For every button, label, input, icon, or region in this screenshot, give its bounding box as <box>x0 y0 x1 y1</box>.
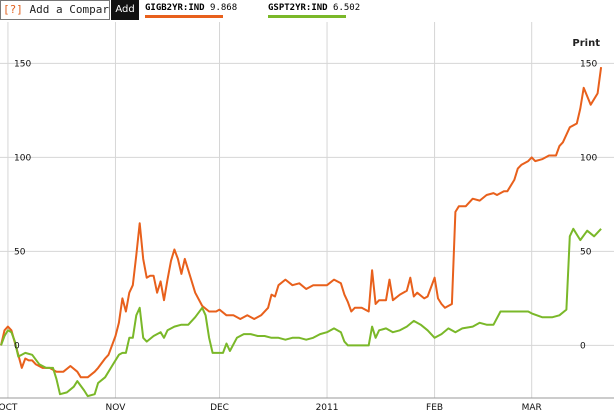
legend-value: 6.502 <box>333 3 361 13</box>
print-link[interactable]: Print <box>572 38 600 49</box>
compare-placeholder: Add a Comparis <box>29 3 110 16</box>
toolbar: [?] Add a Comparis Add GIGB2YR:IND 9.868… <box>0 0 614 22</box>
x-tick-label: NOV <box>106 403 127 413</box>
legend-item-gigb2yr[interactable]: GIGB2YR:IND 9.868 <box>145 3 255 21</box>
y-tick-label-right: 50 <box>580 247 592 257</box>
y-tick-label-left: 50 <box>14 247 26 257</box>
legend-swatch <box>268 15 346 18</box>
legend-swatch <box>145 15 223 18</box>
help-icon[interactable]: [?] <box>3 3 23 16</box>
x-tick-label: 2011 <box>316 403 339 413</box>
y-tick-label-right: 150 <box>580 59 597 69</box>
y-tick-label-left: 0 <box>14 341 20 351</box>
legend-item-gspt2yr[interactable]: GSPT2YR:IND 6.502 <box>268 3 378 21</box>
x-tick-label: OCT <box>0 403 18 413</box>
add-comparison-input[interactable]: [?] Add a Comparis <box>0 0 110 20</box>
y-tick-label-right: 100 <box>580 153 597 163</box>
x-tick-label: MAR <box>522 403 542 413</box>
series-line <box>0 66 603 379</box>
line-chart: 0 0 50 50 100 100 150 150 OCT NOV DEC 2011 FEB MAR <box>0 22 614 413</box>
legend-ticker: GIGB2YR:IND <box>145 3 205 13</box>
y-tick-label-right: 0 <box>580 341 586 351</box>
x-tick-label: DEC <box>210 403 229 413</box>
y-tick-label-left: 100 <box>14 153 31 163</box>
legend-ticker: GSPT2YR:IND <box>268 3 328 13</box>
legend-value: 9.868 <box>210 3 238 13</box>
x-tick-label: FEB <box>426 403 443 413</box>
y-tick-label-left: 150 <box>14 59 31 69</box>
add-button[interactable]: Add <box>111 0 139 20</box>
series-line <box>0 227 602 398</box>
